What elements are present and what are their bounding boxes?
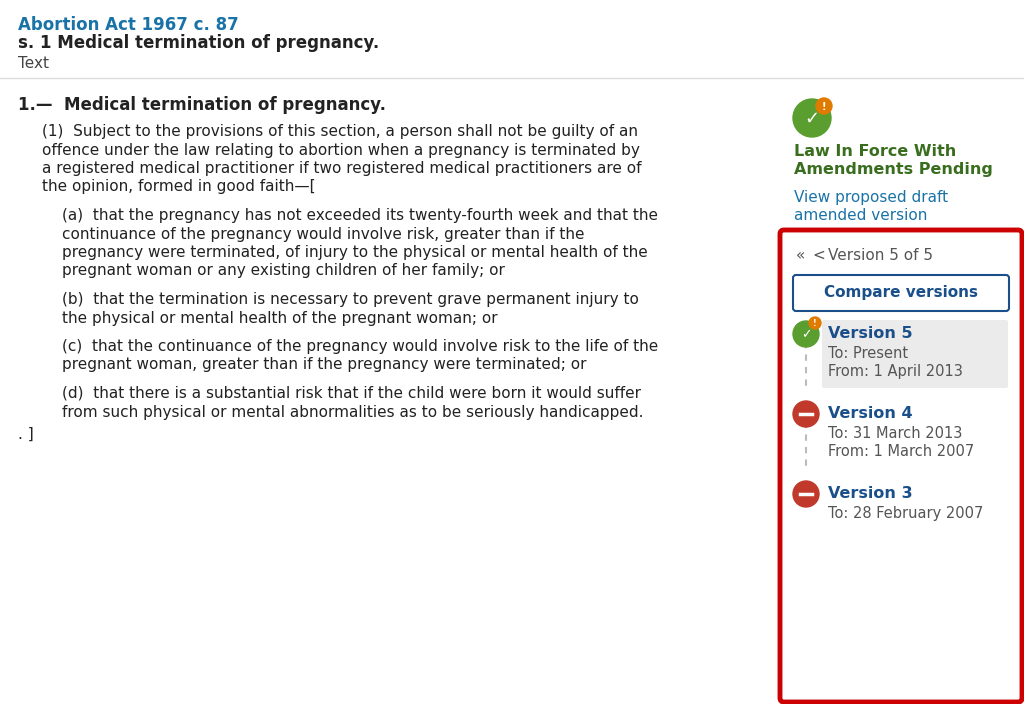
Bar (0, 0, 1024, 78)
Text: a registered medical practitioner if two registered medical practitioners are of: a registered medical practitioner if two… (42, 161, 641, 176)
Text: Version 3: Version 3 (828, 486, 912, 501)
Text: pregnant woman or any existing children of her family; or: pregnant woman or any existing children … (62, 263, 505, 279)
Text: «: « (796, 248, 805, 263)
Text: from such physical or mental abnormalities as to be seriously handicapped.: from such physical or mental abnormaliti… (62, 405, 643, 420)
Text: ✓: ✓ (805, 110, 819, 128)
FancyBboxPatch shape (822, 320, 1008, 388)
Text: offence under the law relating to abortion when a pregnancy is terminated by: offence under the law relating to aborti… (42, 142, 640, 158)
Text: Version 4: Version 4 (828, 406, 912, 421)
Text: (a)  that the pregnancy has not exceeded its twenty-fourth week and that the: (a) that the pregnancy has not exceeded … (62, 208, 658, 223)
Text: (1)  Subject to the provisions of this section, a person shall not be guilty of : (1) Subject to the provisions of this se… (42, 124, 638, 139)
Text: View proposed draft: View proposed draft (794, 190, 948, 205)
Text: !: ! (821, 102, 826, 112)
FancyBboxPatch shape (780, 230, 1022, 702)
Text: Version 5: Version 5 (828, 326, 912, 341)
Text: From: 1 April 2013: From: 1 April 2013 (828, 364, 963, 379)
Circle shape (793, 321, 819, 347)
Text: !: ! (813, 320, 817, 329)
FancyBboxPatch shape (793, 275, 1009, 311)
Circle shape (816, 98, 831, 114)
Circle shape (793, 99, 831, 137)
Text: <: < (812, 248, 824, 263)
Text: Amendments Pending: Amendments Pending (794, 162, 993, 177)
Circle shape (793, 481, 819, 507)
Text: (d)  that there is a substantial risk that if the child were born it would suffe: (d) that there is a substantial risk tha… (62, 386, 641, 401)
Circle shape (809, 317, 821, 329)
Text: s. 1 Medical termination of pregnancy.: s. 1 Medical termination of pregnancy. (18, 34, 379, 52)
Text: . ]: . ] (18, 427, 34, 442)
Text: Abortion Act 1967 c. 87: Abortion Act 1967 c. 87 (18, 16, 239, 34)
Text: continuance of the pregnancy would involve risk, greater than if the: continuance of the pregnancy would invol… (62, 227, 585, 241)
Text: amended version: amended version (794, 208, 928, 223)
Text: 1.—  Medical termination of pregnancy.: 1.— Medical termination of pregnancy. (18, 96, 386, 114)
Circle shape (793, 401, 819, 427)
Text: ✓: ✓ (801, 329, 811, 341)
Text: pregnant woman, greater than if the pregnancy were terminated; or: pregnant woman, greater than if the preg… (62, 358, 587, 372)
Text: To: 31 March 2013: To: 31 March 2013 (828, 426, 963, 441)
Text: Compare versions: Compare versions (824, 286, 978, 301)
Text: pregnancy were terminated, of injury to the physical or mental health of the: pregnancy were terminated, of injury to … (62, 245, 648, 260)
Text: Version 5 of 5: Version 5 of 5 (828, 248, 933, 263)
Text: To: Present: To: Present (828, 346, 908, 361)
Text: Law In Force With: Law In Force With (794, 144, 956, 159)
Text: Text: Text (18, 56, 49, 71)
Text: the physical or mental health of the pregnant woman; or: the physical or mental health of the pre… (62, 310, 498, 325)
Text: (c)  that the continuance of the pregnancy would involve risk to the life of the: (c) that the continuance of the pregnanc… (62, 339, 658, 354)
Text: To: 28 February 2007: To: 28 February 2007 (828, 506, 983, 521)
Text: the opinion, formed in good faith—[: the opinion, formed in good faith—[ (42, 180, 315, 194)
Text: (b)  that the termination is necessary to prevent grave permanent injury to: (b) that the termination is necessary to… (62, 292, 639, 307)
Text: From: 1 March 2007: From: 1 March 2007 (828, 444, 974, 459)
